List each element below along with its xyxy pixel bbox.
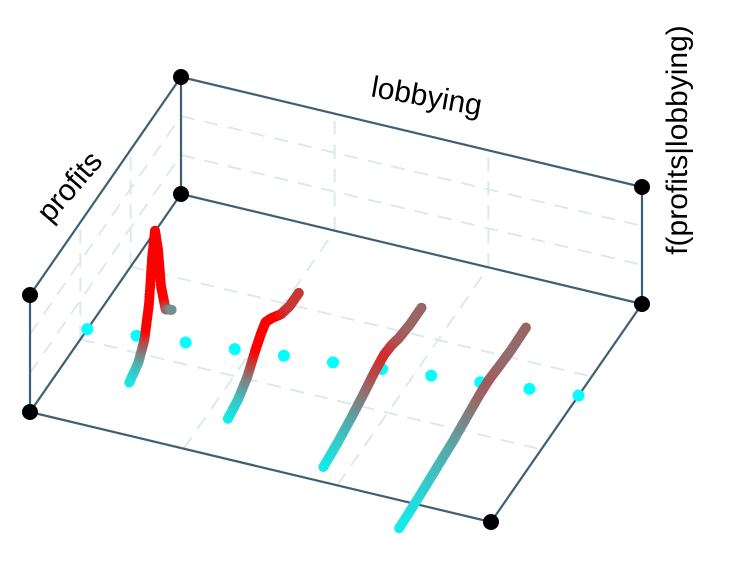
density-point [416, 302, 427, 313]
corner-marker-front-left-bottom [22, 404, 38, 420]
regression-point-4 [277, 349, 290, 362]
regression-point-7 [425, 369, 438, 382]
grid-line-left-z-0 [29, 154, 182, 374]
density-curve-2 [318, 302, 427, 472]
density-curve-3 [394, 322, 531, 534]
regression-point-9 [523, 382, 536, 395]
density-curve-0 [124, 225, 177, 388]
corner-marker-back-right-top [634, 179, 650, 195]
grid-line-floor-x-1 [336, 266, 490, 486]
box-edge-top-back [180, 75, 643, 189]
corner-marker-front-left-top [22, 287, 38, 303]
corner-marker-back-left-bottom [173, 186, 189, 202]
density-point [520, 322, 531, 333]
y-axis-label: profits [31, 145, 110, 228]
box-edge-floor-front [29, 410, 492, 524]
density-point [166, 304, 177, 315]
regression-point-3 [228, 343, 241, 356]
grid-line-back-z-0 [180, 154, 643, 266]
regression-point-2 [179, 336, 192, 349]
grid-line-floor-y-0 [80, 338, 542, 451]
box-edge-floor-right [490, 303, 643, 523]
grid-line-back-z-1 [180, 115, 643, 227]
x-axis-label: lobbying [369, 71, 485, 123]
box-edge-top-left [29, 76, 182, 296]
regression-point-5 [326, 356, 339, 369]
grid-lines [29, 113, 643, 486]
regression-point-0 [81, 323, 94, 336]
corner-marker-back-left-top [173, 69, 189, 85]
grid-line-left-z-1 [29, 115, 182, 335]
corner-marker-front-right-bottom [483, 514, 499, 530]
corner-marker-back-right-bottom [634, 296, 650, 312]
corner-markers [22, 69, 650, 530]
regression-dotted-line [81, 323, 585, 402]
grid-line-floor-y-1 [130, 265, 592, 378]
box-edge-floor-back [180, 192, 643, 306]
bounding-box [28, 75, 644, 524]
density-point [293, 287, 304, 298]
density-curves [124, 225, 531, 534]
density-curve-1 [222, 287, 304, 424]
z-axis-label: f(profits|lobbying) [661, 25, 694, 255]
regression-point-10 [572, 389, 585, 402]
